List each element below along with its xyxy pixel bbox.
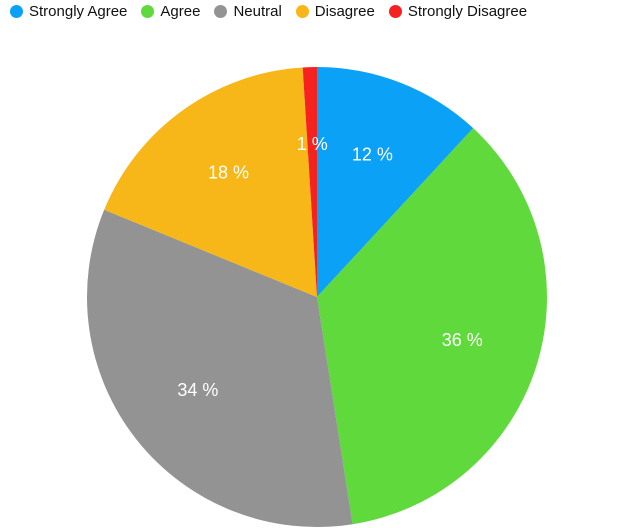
pie-slice bbox=[302, 67, 317, 297]
data-label: 18 % bbox=[208, 162, 249, 182]
legend-label: Agree bbox=[160, 3, 201, 20]
pie-slice bbox=[317, 128, 547, 525]
legend-item[interactable]: Strongly Disagree bbox=[388, 3, 528, 20]
legend-label: Disagree bbox=[314, 3, 375, 20]
legend-item[interactable]: Strongly Agree bbox=[10, 3, 127, 20]
data-label: 36 % bbox=[442, 330, 483, 350]
legend-item[interactable]: Disagree bbox=[295, 3, 375, 20]
legend-swatch bbox=[10, 5, 23, 18]
pie-slice bbox=[87, 209, 353, 527]
legend-item[interactable]: Neutral bbox=[214, 3, 282, 20]
legend-swatch bbox=[388, 5, 402, 18]
data-label: 12 % bbox=[352, 144, 393, 164]
pie-slice bbox=[317, 67, 474, 297]
legend-label: Strongly Agree bbox=[29, 3, 128, 20]
legend-swatch bbox=[141, 5, 155, 18]
legend-label: Strongly Disagree bbox=[407, 3, 528, 20]
legend: Strongly Agree Agree Neutral Disagree Strong… bbox=[10, 3, 527, 20]
data-label: 34 % bbox=[177, 380, 218, 400]
data-label: 1 % bbox=[297, 134, 328, 154]
legend-swatch bbox=[214, 5, 228, 18]
pie-slice bbox=[104, 67, 318, 297]
legend-swatch bbox=[295, 5, 309, 18]
legend-label: Neutral bbox=[233, 3, 282, 20]
legend-item[interactable]: Agree bbox=[141, 3, 200, 20]
